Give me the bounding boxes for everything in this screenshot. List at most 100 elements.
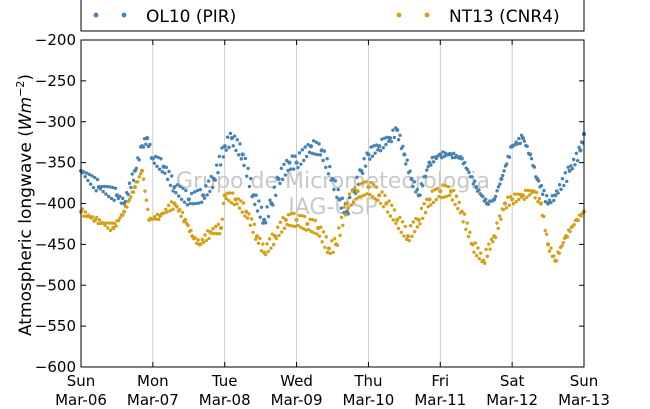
data-point-fill — [191, 202, 195, 206]
data-point-fill — [547, 249, 552, 253]
data-point-fill — [311, 218, 315, 222]
data-point-fill — [189, 191, 194, 196]
data-point-fill — [245, 174, 249, 178]
data-point-fill — [310, 151, 314, 156]
data-point-fill — [293, 154, 297, 158]
data-point-fill — [107, 221, 111, 225]
y-tick-label: −600 — [35, 358, 76, 376]
data-point-fill — [308, 217, 312, 221]
data-point — [114, 193, 120, 198]
data-point-fill — [376, 198, 380, 202]
data-point-fill — [232, 202, 236, 207]
data-point — [395, 217, 400, 222]
data-point-fill — [300, 148, 305, 152]
data-point — [438, 189, 443, 194]
data-point-fill — [315, 232, 319, 236]
data-point-fill — [168, 209, 172, 213]
data-point-fill — [84, 171, 89, 175]
data-point-fill — [474, 253, 479, 258]
data-point-fill — [243, 214, 247, 218]
data-point-fill — [461, 220, 465, 224]
data-point-fill — [271, 203, 275, 207]
data-point — [553, 193, 558, 198]
data-point-fill — [200, 200, 204, 204]
data-point — [222, 144, 227, 149]
data-point-fill — [339, 215, 344, 220]
y-tick-label: −500 — [35, 276, 76, 294]
data-point-fill — [213, 178, 217, 182]
data-point-fill — [303, 145, 307, 149]
data-point-fill — [501, 207, 506, 212]
data-point — [344, 201, 349, 206]
data-point — [132, 185, 137, 190]
data-point-fill — [104, 192, 108, 196]
data-point-fill — [164, 165, 169, 170]
data-point-fill — [529, 156, 534, 161]
data-point — [502, 201, 508, 206]
data-point-fill — [306, 142, 310, 147]
data-point-fill — [389, 139, 394, 144]
data-point-fill — [399, 230, 403, 235]
data-point-fill — [144, 198, 149, 202]
data-point — [283, 217, 288, 222]
data-point-fill — [443, 184, 448, 188]
data-point-fill — [506, 195, 510, 199]
data-point-fill — [408, 223, 413, 228]
data-point — [384, 201, 389, 206]
data-point-fill — [301, 227, 306, 231]
x-tick-label-date: Mar-11 — [414, 391, 466, 409]
data-point-fill — [90, 174, 94, 178]
x-tick-label-day: Sun — [67, 372, 96, 390]
data-point-fill — [234, 148, 238, 153]
data-point-fill — [502, 169, 506, 173]
data-point-fill — [560, 244, 564, 248]
data-point-fill — [272, 185, 276, 189]
data-point-fill — [204, 238, 209, 243]
data-point-fill — [463, 160, 467, 165]
x-tick-label-date: Mar-08 — [199, 391, 251, 409]
data-point — [222, 193, 227, 198]
data-point-fill — [576, 218, 580, 223]
data-point-fill — [144, 142, 148, 146]
data-point-fill — [471, 182, 476, 186]
data-point — [139, 168, 145, 173]
data-point-fill — [404, 162, 408, 166]
data-point-fill — [180, 210, 185, 215]
data-point-fill — [552, 254, 556, 258]
data-point-fill — [313, 152, 317, 156]
data-point-fill — [429, 163, 433, 167]
data-point-fill — [192, 190, 197, 194]
data-point-fill — [435, 186, 440, 191]
x-tick-label-date: Mar-09 — [271, 391, 323, 409]
data-point-fill — [483, 197, 488, 201]
data-point-fill — [112, 198, 116, 203]
data-point — [402, 152, 407, 157]
data-point — [201, 193, 206, 198]
data-point-fill — [209, 231, 214, 235]
data-point-fill — [392, 135, 396, 140]
data-point-fill — [569, 164, 573, 168]
data-point-fill — [411, 184, 415, 189]
data-point-fill — [369, 145, 373, 149]
data-point-fill — [382, 136, 387, 140]
gridlines — [152, 40, 513, 367]
data-point-fill — [496, 226, 500, 231]
data-point-fill — [109, 196, 114, 201]
data-point-fill — [196, 238, 200, 242]
data-point-fill — [326, 172, 331, 176]
data-point-fill — [194, 201, 198, 206]
data-point-fill — [473, 241, 478, 245]
x-tick-label-day: Sat — [500, 372, 525, 390]
data-point-fill — [576, 158, 580, 163]
data-point-fill — [177, 194, 181, 198]
data-point-fill — [104, 221, 109, 225]
data-point-fill — [141, 177, 146, 181]
data-point-fill — [391, 128, 395, 132]
data-point-fill — [537, 196, 542, 201]
data-point-fill — [238, 142, 242, 146]
data-point-fill — [276, 225, 280, 229]
legend-entry-2: NT13 (CNR4) — [396, 7, 560, 27]
data-point-fill — [534, 190, 539, 195]
data-point — [308, 144, 314, 149]
data-point-fill — [549, 246, 553, 250]
